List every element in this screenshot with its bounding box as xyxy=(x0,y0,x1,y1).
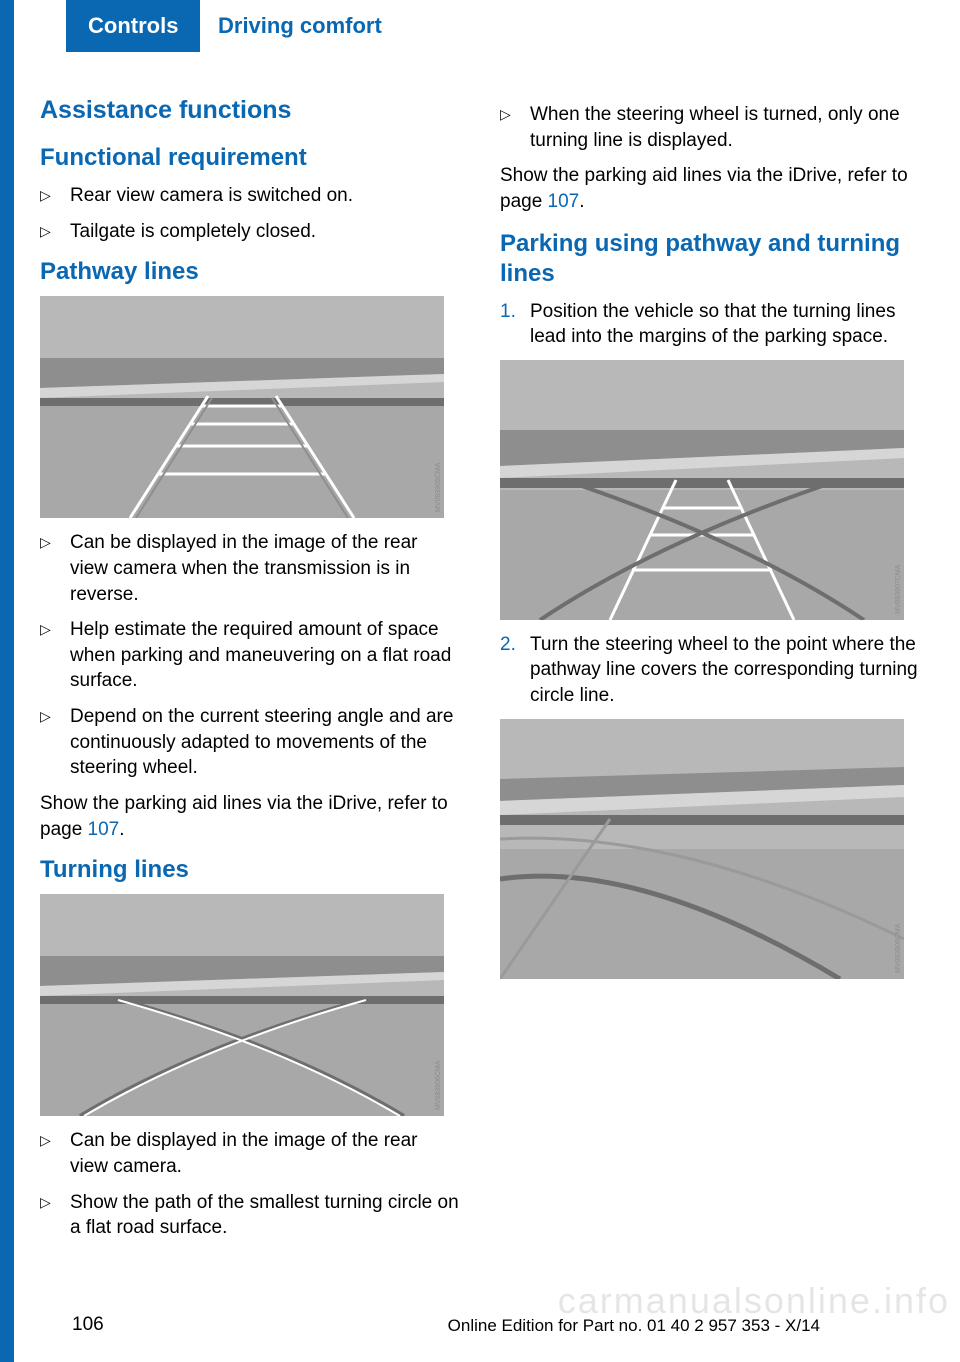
svg-text:MV083908CMA: MV083908CMA xyxy=(895,923,902,973)
triangle-icon: ▷ xyxy=(500,105,511,124)
list-item: 2. Turn the steering wheel to the point w… xyxy=(500,632,920,709)
list-item: ▷ Can be displayed in the image of the re… xyxy=(40,1128,460,1179)
list-item: ▷ Depend on the current steering angle an… xyxy=(40,704,460,781)
triangle-icon: ▷ xyxy=(40,186,51,205)
list-text: Tailgate is completely closed. xyxy=(70,221,316,242)
list-item: 1. Position the vehicle so that the turni… xyxy=(500,299,920,350)
functional-requirement-list: ▷ Rear view camera is switched on. ▷ Tailg… xyxy=(40,183,460,244)
list-text: Turn the steering wheel to the point whe… xyxy=(530,634,918,706)
para-text-after: . xyxy=(119,819,124,840)
para-text-after: . xyxy=(579,191,584,212)
list-item: ▷ Tailgate is completely closed. xyxy=(40,219,460,245)
list-item: ▷ When the steering wheel is turned, only… xyxy=(500,102,920,153)
section-title-assistance: Assistance functions xyxy=(40,96,460,125)
subsection-pathway-lines: Pathway lines xyxy=(40,258,460,286)
pathway-idrive-para: Show the parking aid lines via the iDriv… xyxy=(40,791,460,842)
list-text: Position the vehicle so that the turning… xyxy=(530,301,895,348)
footer-edition: Online Edition for Part no. 01 40 2 957 … xyxy=(448,1316,820,1336)
triangle-icon: ▷ xyxy=(40,620,51,639)
parking-diagram-1: MV083907CMA xyxy=(500,360,904,620)
list-text: When the steering wheel is turned, only … xyxy=(530,104,900,151)
list-text: Can be displayed in the image of the rea… xyxy=(70,1130,418,1177)
page-link[interactable]: 107 xyxy=(548,191,580,212)
parking-diagram-2: MV083908CMA xyxy=(500,719,904,979)
right-column: ▷ When the steering wheel is turned, only… xyxy=(500,96,920,1296)
svg-text:MV083906CMA: MV083906CMA xyxy=(435,1061,442,1111)
turning-diagram-svg: MV083906CMA xyxy=(40,894,444,1116)
parking-step-1-list: 1. Position the vehicle so that the turni… xyxy=(500,299,920,350)
pathway-list: ▷ Can be displayed in the image of the re… xyxy=(40,530,460,781)
header-tab-active: Controls xyxy=(66,0,200,52)
page-number: 106 xyxy=(72,1314,104,1336)
triangle-icon: ▷ xyxy=(40,1131,51,1150)
subsection-parking-using: Parking using pathway and turning lines xyxy=(500,229,920,289)
page-link[interactable]: 107 xyxy=(88,819,120,840)
list-text: Can be displayed in the image of the rea… xyxy=(70,532,418,604)
list-text: Show the path of the smallest turning ci… xyxy=(70,1192,459,1239)
page: Controls Driving comfort Assistance func… xyxy=(0,0,960,1362)
list-text: Help estimate the required amount of spa… xyxy=(70,619,451,691)
continued-list: ▷ When the steering wheel is turned, only… xyxy=(500,102,920,153)
subsection-turning-lines: Turning lines xyxy=(40,856,460,884)
parking-diagram2-svg: MV083908CMA xyxy=(500,719,904,979)
triangle-icon: ▷ xyxy=(40,222,51,241)
parking-diagram1-svg: MV083907CMA xyxy=(500,360,904,620)
list-item: ▷ Rear view camera is switched on. xyxy=(40,183,460,209)
triangle-icon: ▷ xyxy=(40,707,51,726)
pathway-lines-diagram: MV083905CMA xyxy=(40,296,444,518)
triangle-icon: ▷ xyxy=(40,533,51,552)
step-number: 2. xyxy=(500,632,516,658)
idrive-para-right: Show the parking aid lines via the iDriv… xyxy=(500,163,920,214)
subsection-functional-requirement: Functional requirement xyxy=(40,143,460,173)
list-item: ▷ Show the path of the smallest turning c… xyxy=(40,1190,460,1241)
svg-text:MV083905CMA: MV083905CMA xyxy=(435,463,442,513)
turning-lines-list: ▷ Can be displayed in the image of the re… xyxy=(40,1128,460,1241)
parking-step-2-list: 2. Turn the steering wheel to the point w… xyxy=(500,632,920,709)
list-text: Rear view camera is switched on. xyxy=(70,185,353,206)
list-text: Depend on the current steering angle and… xyxy=(70,706,453,778)
svg-text:MV083907CMA: MV083907CMA xyxy=(895,564,902,614)
content: Assistance functions Functional requirem… xyxy=(40,96,920,1296)
left-column: Assistance functions Functional requirem… xyxy=(40,96,460,1296)
side-strip xyxy=(0,0,14,1362)
header-tab-inactive: Driving comfort xyxy=(218,0,382,52)
step-number: 1. xyxy=(500,299,516,325)
triangle-icon: ▷ xyxy=(40,1193,51,1212)
list-item: ▷ Can be displayed in the image of the re… xyxy=(40,530,460,607)
list-item: ▷ Help estimate the required amount of sp… xyxy=(40,617,460,694)
turning-lines-diagram: MV083906CMA xyxy=(40,894,444,1116)
header: Controls Driving comfort xyxy=(0,0,960,52)
pathway-diagram-svg: MV083905CMA xyxy=(40,296,444,518)
